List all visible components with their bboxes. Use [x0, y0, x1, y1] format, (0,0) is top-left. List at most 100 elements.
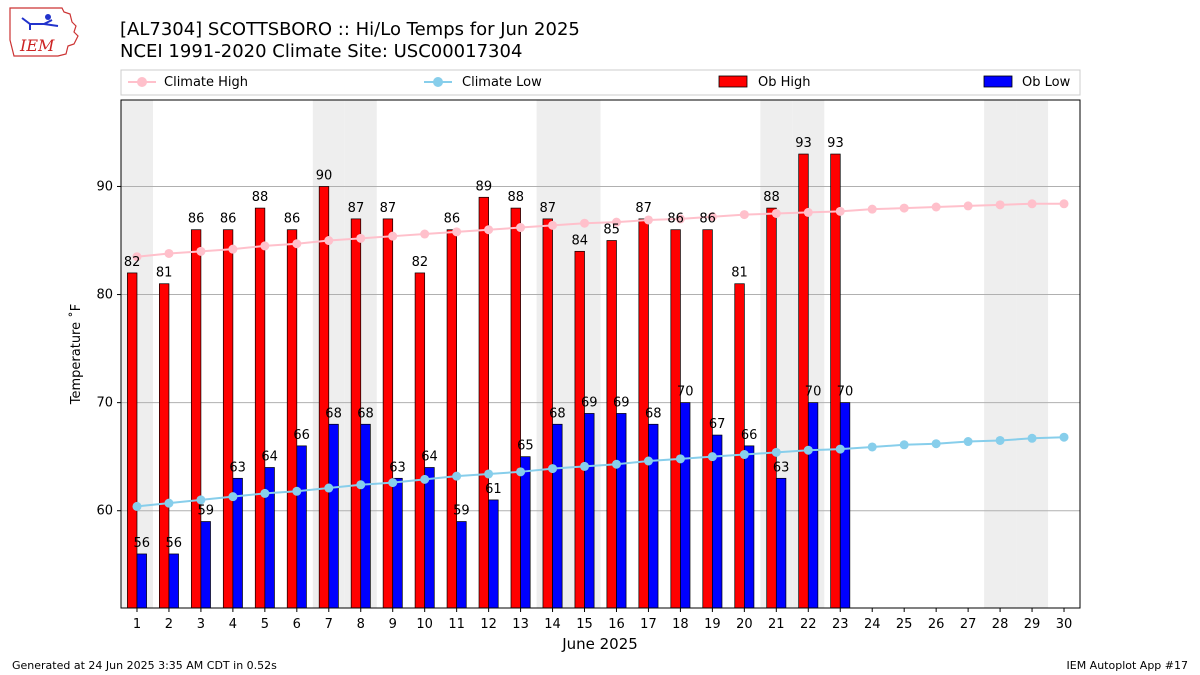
weather-vane-icon	[21, 17, 59, 30]
climate-high-point	[803, 207, 813, 217]
ob-high-value-label: 86	[220, 212, 237, 227]
ob-low-bar-day-18	[680, 402, 691, 609]
climate-high-point	[995, 200, 1005, 210]
ob-high-value-label: 85	[603, 223, 620, 238]
climate-high-point	[771, 208, 781, 218]
climate-low-point	[803, 445, 813, 455]
weekend-band-29	[1016, 100, 1049, 608]
ob-low-bar-day-1	[136, 553, 147, 609]
ob-high-bar-day-21	[766, 207, 777, 609]
iowa-outline-icon	[9, 7, 79, 57]
climate-low-point	[356, 480, 366, 490]
ob-low-bar-day-16	[616, 413, 627, 609]
ob-high-value-label: 89	[476, 179, 493, 194]
climate-high-point	[611, 217, 621, 227]
ob-low-value-label: 67	[709, 417, 726, 432]
ob-low-bar-day-7	[328, 423, 339, 609]
ob-high-value-label: 86	[188, 212, 205, 227]
climate-high-point	[867, 204, 877, 214]
ob-high-bar-day-16	[606, 240, 617, 609]
climate-high-point	[835, 206, 845, 216]
climate-low-point	[771, 447, 781, 457]
x-tick-label: 23	[832, 617, 849, 632]
x-tick-label: 16	[608, 617, 625, 632]
x-tick-label: 18	[672, 617, 689, 632]
ob-high-value-label: 86	[284, 212, 301, 227]
ob-high-bar-day-4	[222, 229, 234, 609]
x-tick-label: 27	[960, 617, 977, 632]
ob-low-bar-day-6	[296, 445, 307, 609]
climate-high-point	[1059, 199, 1069, 209]
ob-high-value-label: 86	[699, 212, 716, 227]
ob-low-bar-day-21	[775, 477, 787, 609]
x-axis-label: June 2025	[561, 635, 638, 653]
climate-low-point	[963, 437, 973, 447]
climate-low-point	[739, 450, 749, 460]
ob-low-value-label: 63	[773, 460, 790, 475]
ob-high-value-label: 90	[316, 168, 333, 183]
legend-item-climate-high: Climate High	[128, 75, 248, 90]
ob-low-value-label: 68	[325, 406, 342, 421]
ob-high-value-label: 81	[156, 266, 173, 281]
climate-high-point	[899, 203, 909, 213]
ob-low-value-label: 59	[197, 504, 214, 519]
x-tick-label: 5	[261, 617, 269, 632]
climate-low-point	[1027, 433, 1037, 443]
iem-logo: IEM	[9, 7, 79, 57]
ob-low-bar-day-13	[520, 456, 531, 609]
climate-low-point	[132, 501, 142, 511]
ob-low-value-label: 66	[741, 428, 758, 443]
ob-low-value-label: 69	[613, 395, 630, 410]
y-axis-label: Temperature ˚F	[68, 304, 84, 405]
ob-low-bar-day-19	[712, 434, 723, 609]
ob-high-value-label: 93	[827, 136, 844, 151]
ob-low-bar-day-9	[392, 477, 403, 609]
climate-high-point	[1027, 199, 1037, 209]
plot-frame	[120, 99, 1081, 609]
legend-swatch	[983, 75, 1013, 88]
x-tick-label: 17	[640, 617, 657, 632]
y-tick-label: 60	[96, 504, 113, 519]
climate-high-point	[931, 202, 941, 212]
climate-high-point	[388, 231, 398, 241]
climate-high-point	[484, 225, 494, 235]
ob-low-value-label: 64	[261, 449, 278, 464]
climate-low-point	[867, 442, 877, 452]
climate-high-point	[643, 215, 653, 225]
x-tick-label: 25	[896, 617, 913, 632]
x-tick-label: 21	[768, 617, 785, 632]
x-tick-label: 29	[1024, 617, 1041, 632]
ob-low-value-label: 70	[805, 385, 822, 400]
ob-low-bar-day-14	[552, 423, 563, 609]
climate-high-point	[196, 246, 206, 256]
ob-low-value-label: 64	[421, 449, 438, 464]
ob-high-bar-day-10	[414, 272, 426, 609]
legend: Climate High Climate Low Ob High Ob Low	[120, 69, 1081, 96]
ob-high-value-label: 87	[348, 201, 365, 216]
x-tick-label: 15	[576, 617, 593, 632]
legend-marker	[137, 77, 147, 87]
climate-low-point	[164, 498, 174, 508]
ob-low-bar-day-3	[200, 521, 211, 609]
ob-high-value-label: 88	[508, 190, 525, 205]
x-tick-label: 7	[325, 617, 333, 632]
ob-low-value-label: 56	[134, 536, 151, 551]
ob-high-value-label: 88	[763, 190, 780, 205]
ob-low-value-label: 69	[581, 395, 598, 410]
x-tick-label: 12	[480, 617, 497, 632]
y-tick-label: 70	[96, 396, 113, 411]
legend-label-climate-high: Climate High	[164, 75, 248, 90]
x-tick-label: 24	[864, 617, 881, 632]
climate-high-point	[260, 241, 270, 251]
climate-high-line	[136, 202, 1065, 258]
ob-low-bar-day-15	[584, 413, 595, 609]
climate-low-point	[1059, 432, 1069, 442]
x-tick-label: 10	[416, 617, 433, 632]
legend-item-ob-low: Ob Low	[983, 75, 1071, 90]
x-tick-label: 11	[448, 617, 465, 632]
climate-high-point	[739, 210, 749, 220]
climate-high-point	[132, 252, 142, 262]
legend-item-climate-low: Climate Low	[424, 75, 542, 90]
ob-high-bar-day-1	[127, 272, 138, 609]
climate-low-point	[931, 439, 941, 449]
